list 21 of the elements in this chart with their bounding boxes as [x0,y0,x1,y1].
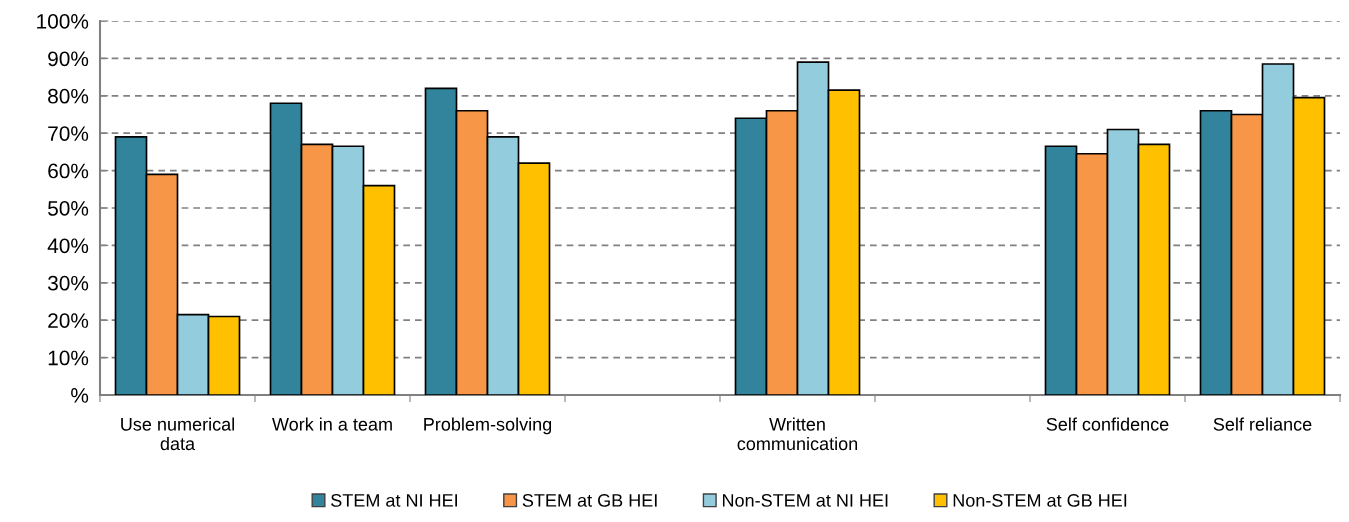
legend-label: STEM at NI HEI [331,494,457,507]
y-tick-label: 90% [48,51,89,67]
legend-label: STEM at GB HEI [522,494,657,507]
x-tick-label: Problem-solving [424,417,552,435]
y-tick-label: 20% [48,313,89,328]
y-tick-label: 100% [37,14,89,29]
x-tick-label: Self confidence [1046,417,1169,431]
y-tick-label: 40% [47,238,89,254]
legend-label: Non-STEM at NI HEI [722,494,888,507]
x-tick-label: Written communication [737,417,858,451]
y-tick-label: 70% [48,126,89,141]
x-tick-label: Use numerical data [121,417,234,451]
y-tick-label: 80% [48,88,89,104]
y-tick-label: 10% [48,350,89,366]
y-tick-label: 60% [48,163,89,179]
legend-label: Non-STEM at GB HEI [953,494,1127,507]
y-tick-label: % [71,388,89,403]
y-tick-label: 30% [47,275,89,291]
y-tick-label: 50% [48,201,89,216]
x-tick-label: Work in a team [272,417,392,431]
x-tick-label: Self reliance [1213,417,1312,431]
